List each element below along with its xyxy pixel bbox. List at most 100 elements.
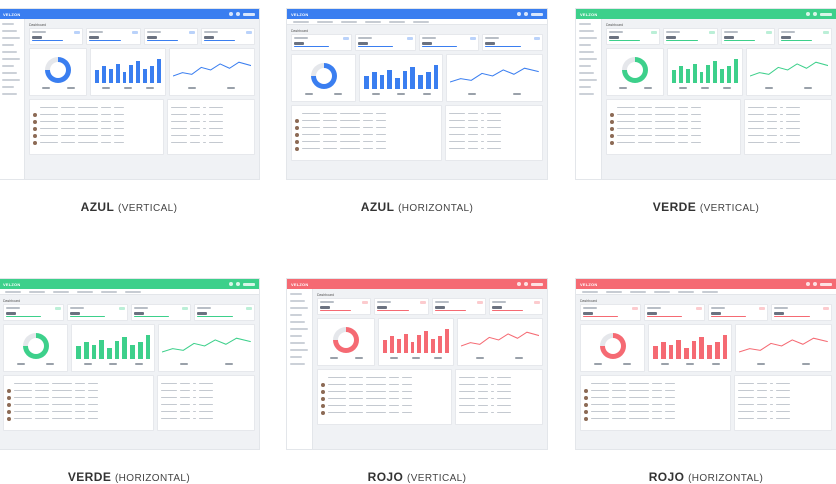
table-cell (340, 133, 360, 136)
bar-chart-card (378, 318, 454, 366)
table-cell (349, 404, 363, 407)
theme-name: AZUL (80, 200, 115, 214)
bar-chart (383, 329, 449, 353)
table-cell (776, 396, 791, 399)
stat-card (606, 28, 661, 45)
table-row (748, 139, 828, 146)
table-cell (61, 127, 75, 130)
dashboard-preview-azul-horizontal[interactable]: VELZON Dashboard (286, 8, 548, 180)
table-cell (302, 126, 320, 129)
stat-progress (434, 309, 466, 311)
table-cell (776, 389, 791, 392)
table-cell (161, 389, 178, 392)
brand-logo: VELZON (3, 281, 21, 287)
line-chart-card (168, 48, 255, 96)
table-row (321, 409, 448, 416)
table-row (449, 138, 539, 145)
table-cell (75, 417, 85, 420)
table-cell (101, 120, 111, 123)
stat-progress (89, 39, 121, 41)
avatar (610, 126, 614, 131)
nav-item (606, 291, 622, 293)
stat-value (780, 36, 791, 39)
recent-transactions-card (455, 369, 543, 425)
table-cell (199, 389, 214, 392)
stat-label (203, 31, 218, 33)
bell-icon (236, 12, 240, 16)
sidebar (576, 19, 602, 179)
bar (685, 68, 690, 83)
table-row (171, 132, 251, 139)
sidebar-item (2, 58, 20, 60)
dashboard-preview-rojo-vertical[interactable]: VELZON Dashboard (286, 278, 548, 450)
avatar (295, 132, 299, 137)
sidebar-item (579, 44, 591, 46)
table-cell (340, 140, 360, 143)
line-chart (460, 331, 539, 347)
bar (364, 75, 369, 89)
table-cell (190, 106, 201, 109)
table-cell (180, 389, 191, 392)
legend-item (622, 363, 631, 365)
bar (726, 66, 731, 83)
charts-row (580, 324, 832, 372)
table-row (584, 401, 727, 408)
line-chart-card (158, 324, 255, 372)
topbar-actions (229, 12, 255, 16)
preview-topbar: VELZON (0, 279, 259, 289)
table-cell (88, 396, 98, 399)
table-row (584, 394, 727, 401)
stat-progress (6, 315, 42, 317)
table-cell (35, 396, 49, 399)
table-cell (780, 134, 784, 137)
theme-layout: (HORIZONTAL) (688, 473, 764, 484)
table-cell (302, 147, 320, 150)
nav-item (125, 291, 141, 293)
stat-badge (74, 31, 81, 34)
theme-caption: AZUL (VERTICAL) (0, 200, 260, 214)
sidebar-item (2, 23, 14, 25)
table-cell (40, 113, 58, 116)
bar (130, 344, 135, 359)
stats-row (291, 34, 543, 51)
bar (672, 69, 677, 83)
dashboard-preview-rojo-horizontal[interactable]: VELZON Dashboard (575, 278, 836, 450)
table-cell (665, 417, 675, 420)
bar (83, 342, 89, 359)
stat-progress (609, 39, 641, 41)
stat-progress (294, 45, 330, 47)
table-cell (328, 376, 346, 379)
bar (95, 69, 100, 83)
table-cell (349, 411, 363, 414)
bar (371, 72, 377, 89)
legend-item (515, 357, 524, 359)
table-row (459, 409, 539, 416)
bar (99, 339, 105, 359)
table-row (7, 408, 150, 415)
dashboard-preview-verde-vertical[interactable]: VELZON Dashboard (575, 8, 836, 180)
stat-card (643, 304, 705, 321)
dashboard-preview-azul-vertical[interactable]: VELZON Dashboard (0, 8, 260, 180)
bar (431, 338, 435, 353)
table-cell (655, 113, 675, 116)
table-cell (366, 390, 386, 393)
table-cell (161, 396, 178, 399)
table-cell (497, 390, 512, 393)
bell-icon (813, 12, 817, 16)
stat-value (69, 312, 80, 315)
stat-card (720, 28, 775, 45)
table-cell (302, 140, 320, 143)
table-cell (478, 376, 489, 379)
nav-item (5, 291, 21, 293)
table-row (738, 380, 828, 387)
table-row (295, 124, 438, 131)
table-cell (478, 404, 489, 407)
table-cell (459, 390, 476, 393)
dashboard-preview-verde-horizontal[interactable]: VELZON Dashboard (0, 278, 260, 450)
legend-item (618, 87, 627, 89)
table-cell (776, 382, 791, 385)
table-cell (481, 126, 485, 129)
legend-item (434, 357, 443, 359)
avatar (321, 410, 325, 415)
table-cell (757, 389, 768, 392)
